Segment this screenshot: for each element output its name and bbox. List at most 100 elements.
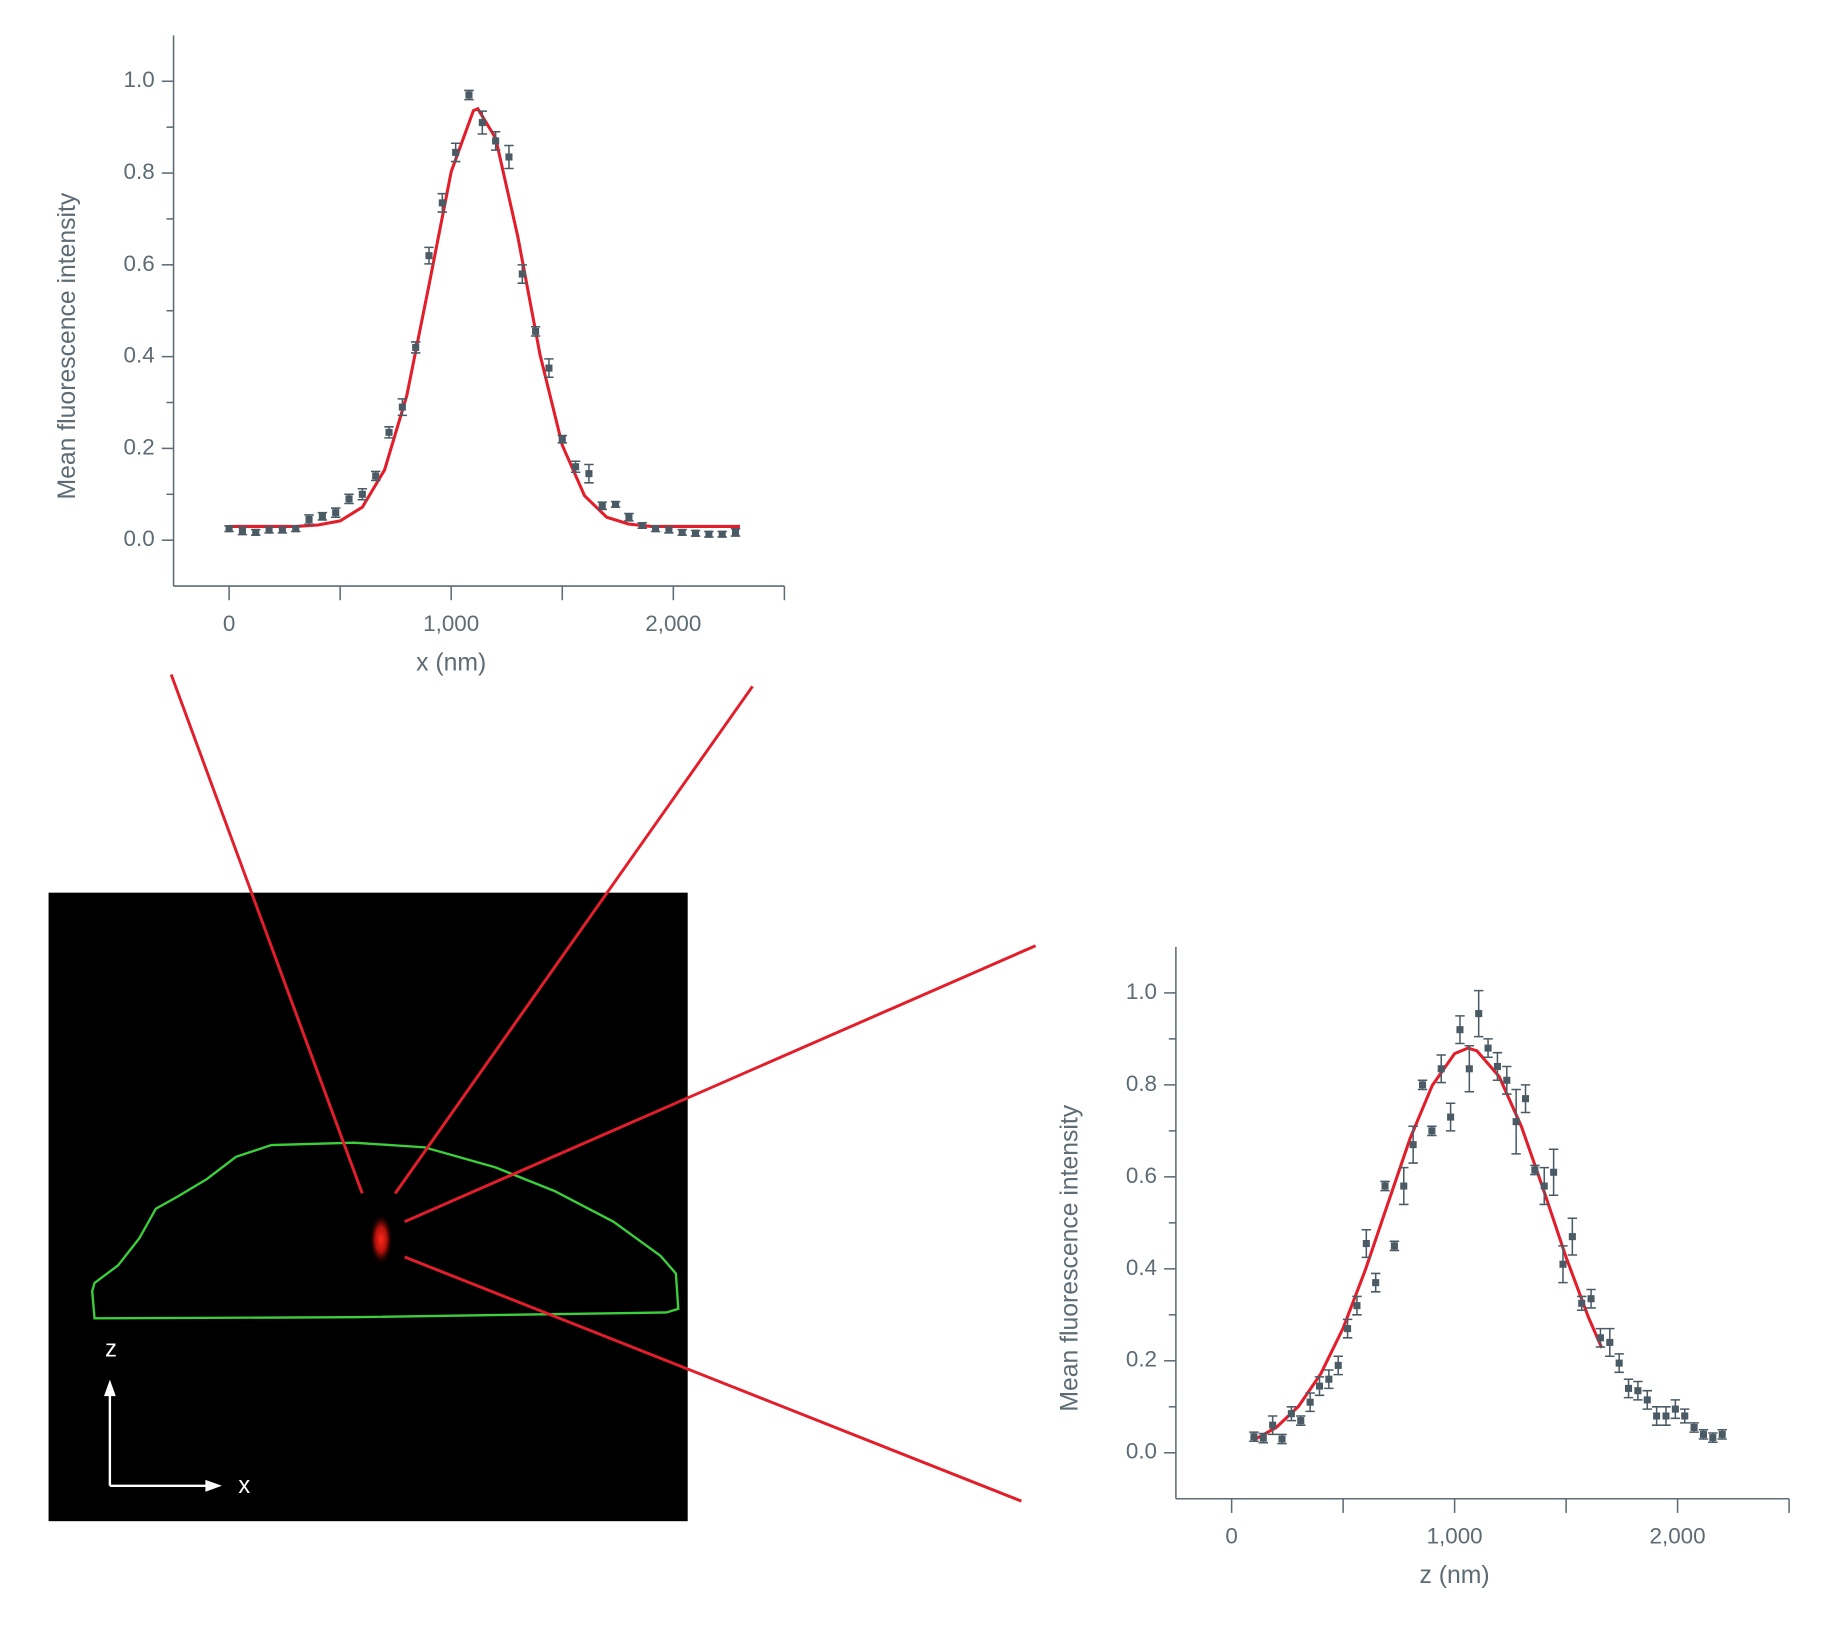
data-point [252,528,260,536]
data-point [1671,1405,1679,1413]
data-point [1681,1412,1689,1420]
chart: 0.0 0.2 0.4 0.6 0.8 1.0 0 1,000 2,000 z (nm) Mean … [1056,946,1790,1589]
data-point [1437,1065,1445,1073]
x-tick-label: 1,000 [1427,1524,1483,1549]
data-point [1559,1260,1567,1268]
data-point [1643,1396,1651,1404]
data-point [225,525,233,533]
data-point [1353,1302,1361,1310]
x-axis-title: x (nm) [416,649,486,676]
y-tick-label: 0.2 [124,434,155,459]
micrograph: z x [48,892,688,1522]
data-point [1465,1065,1473,1073]
y-tick-label: 0.4 [1126,1255,1157,1280]
data-point [385,428,393,436]
x-axis-label: x [238,1472,250,1498]
data-point [332,509,340,517]
y-tick-label: 0.4 [124,343,155,368]
data-point [572,463,580,471]
zoom-line [394,685,754,1195]
data-point [1690,1423,1698,1432]
data-point [638,521,646,530]
x-tick-label: 2,000 [645,611,701,636]
data-point [1297,1417,1305,1425]
fit-curve [229,106,740,528]
data-point [1344,1325,1352,1333]
data-point [665,526,673,534]
data-point [1306,1398,1314,1406]
data-point [1259,1434,1267,1442]
data-point [1540,1182,1548,1190]
data-point [1390,1242,1398,1250]
data-point [318,512,326,520]
data-point [1409,1141,1417,1149]
data-point [358,490,366,498]
z-axis-label: z [105,1335,117,1361]
y-tick-label: 0.6 [124,251,155,276]
data-point [1531,1166,1539,1174]
zoom-line [404,944,1037,1224]
data-point [1699,1430,1707,1438]
x-tick-label: 0 [223,611,235,636]
data-point [598,502,606,510]
data-point [292,525,300,533]
data-point [1372,1279,1380,1287]
image-background [48,892,688,1522]
x-tick-label: 2,000 [1650,1524,1706,1549]
data-point [1596,1334,1604,1342]
data-point [492,137,500,145]
data-point [1447,1113,1455,1121]
data-point [718,530,726,538]
y-tick-label: 0.0 [1126,1439,1157,1464]
data-point [1578,1299,1586,1307]
data-point [265,526,273,534]
data-point [1615,1359,1623,1367]
data-point [465,91,473,99]
data-point [438,199,446,207]
data-point [1653,1412,1661,1420]
data-point [452,148,460,156]
data-point [398,403,406,411]
data-point [585,470,593,478]
x-tick-label: 1,000 [423,611,479,636]
data-point [678,528,686,536]
data-point [1550,1168,1558,1176]
data-point [1493,1062,1501,1071]
data-point [1334,1361,1342,1369]
data-point [305,515,313,524]
data-point [532,327,540,335]
data-point [238,527,246,535]
data-point [625,513,633,521]
data-point [1634,1387,1642,1395]
data-point [652,525,660,533]
data-point [1475,1010,1483,1018]
data-point [425,252,433,260]
data-point [278,526,286,534]
x-tick-label: 0 [1225,1524,1237,1549]
data-point [1568,1233,1576,1241]
fit-curve [1253,1046,1604,1442]
data-point [1287,1410,1295,1418]
x-axis-title: z (nm) [1420,1562,1490,1589]
y-tick-label: 0.6 [1126,1163,1157,1188]
data-point [1428,1127,1436,1135]
data-point [1662,1412,1670,1420]
data-point [692,529,700,537]
zoom-line [169,673,364,1194]
zoom-line [404,1255,1022,1503]
data-point [1418,1081,1427,1089]
data-point [1512,1118,1520,1126]
data-point [558,435,566,443]
data-point [1269,1421,1277,1429]
data-point [1503,1076,1511,1084]
data-point [1456,1026,1464,1034]
data-point [731,528,740,536]
data-point [1250,1433,1258,1441]
fluorescent-spot [369,1213,393,1266]
data-point [518,270,526,278]
y-axis-title: Mean fluorescence intensity [54,192,81,499]
data-point [1521,1095,1530,1103]
data-point [345,495,353,503]
